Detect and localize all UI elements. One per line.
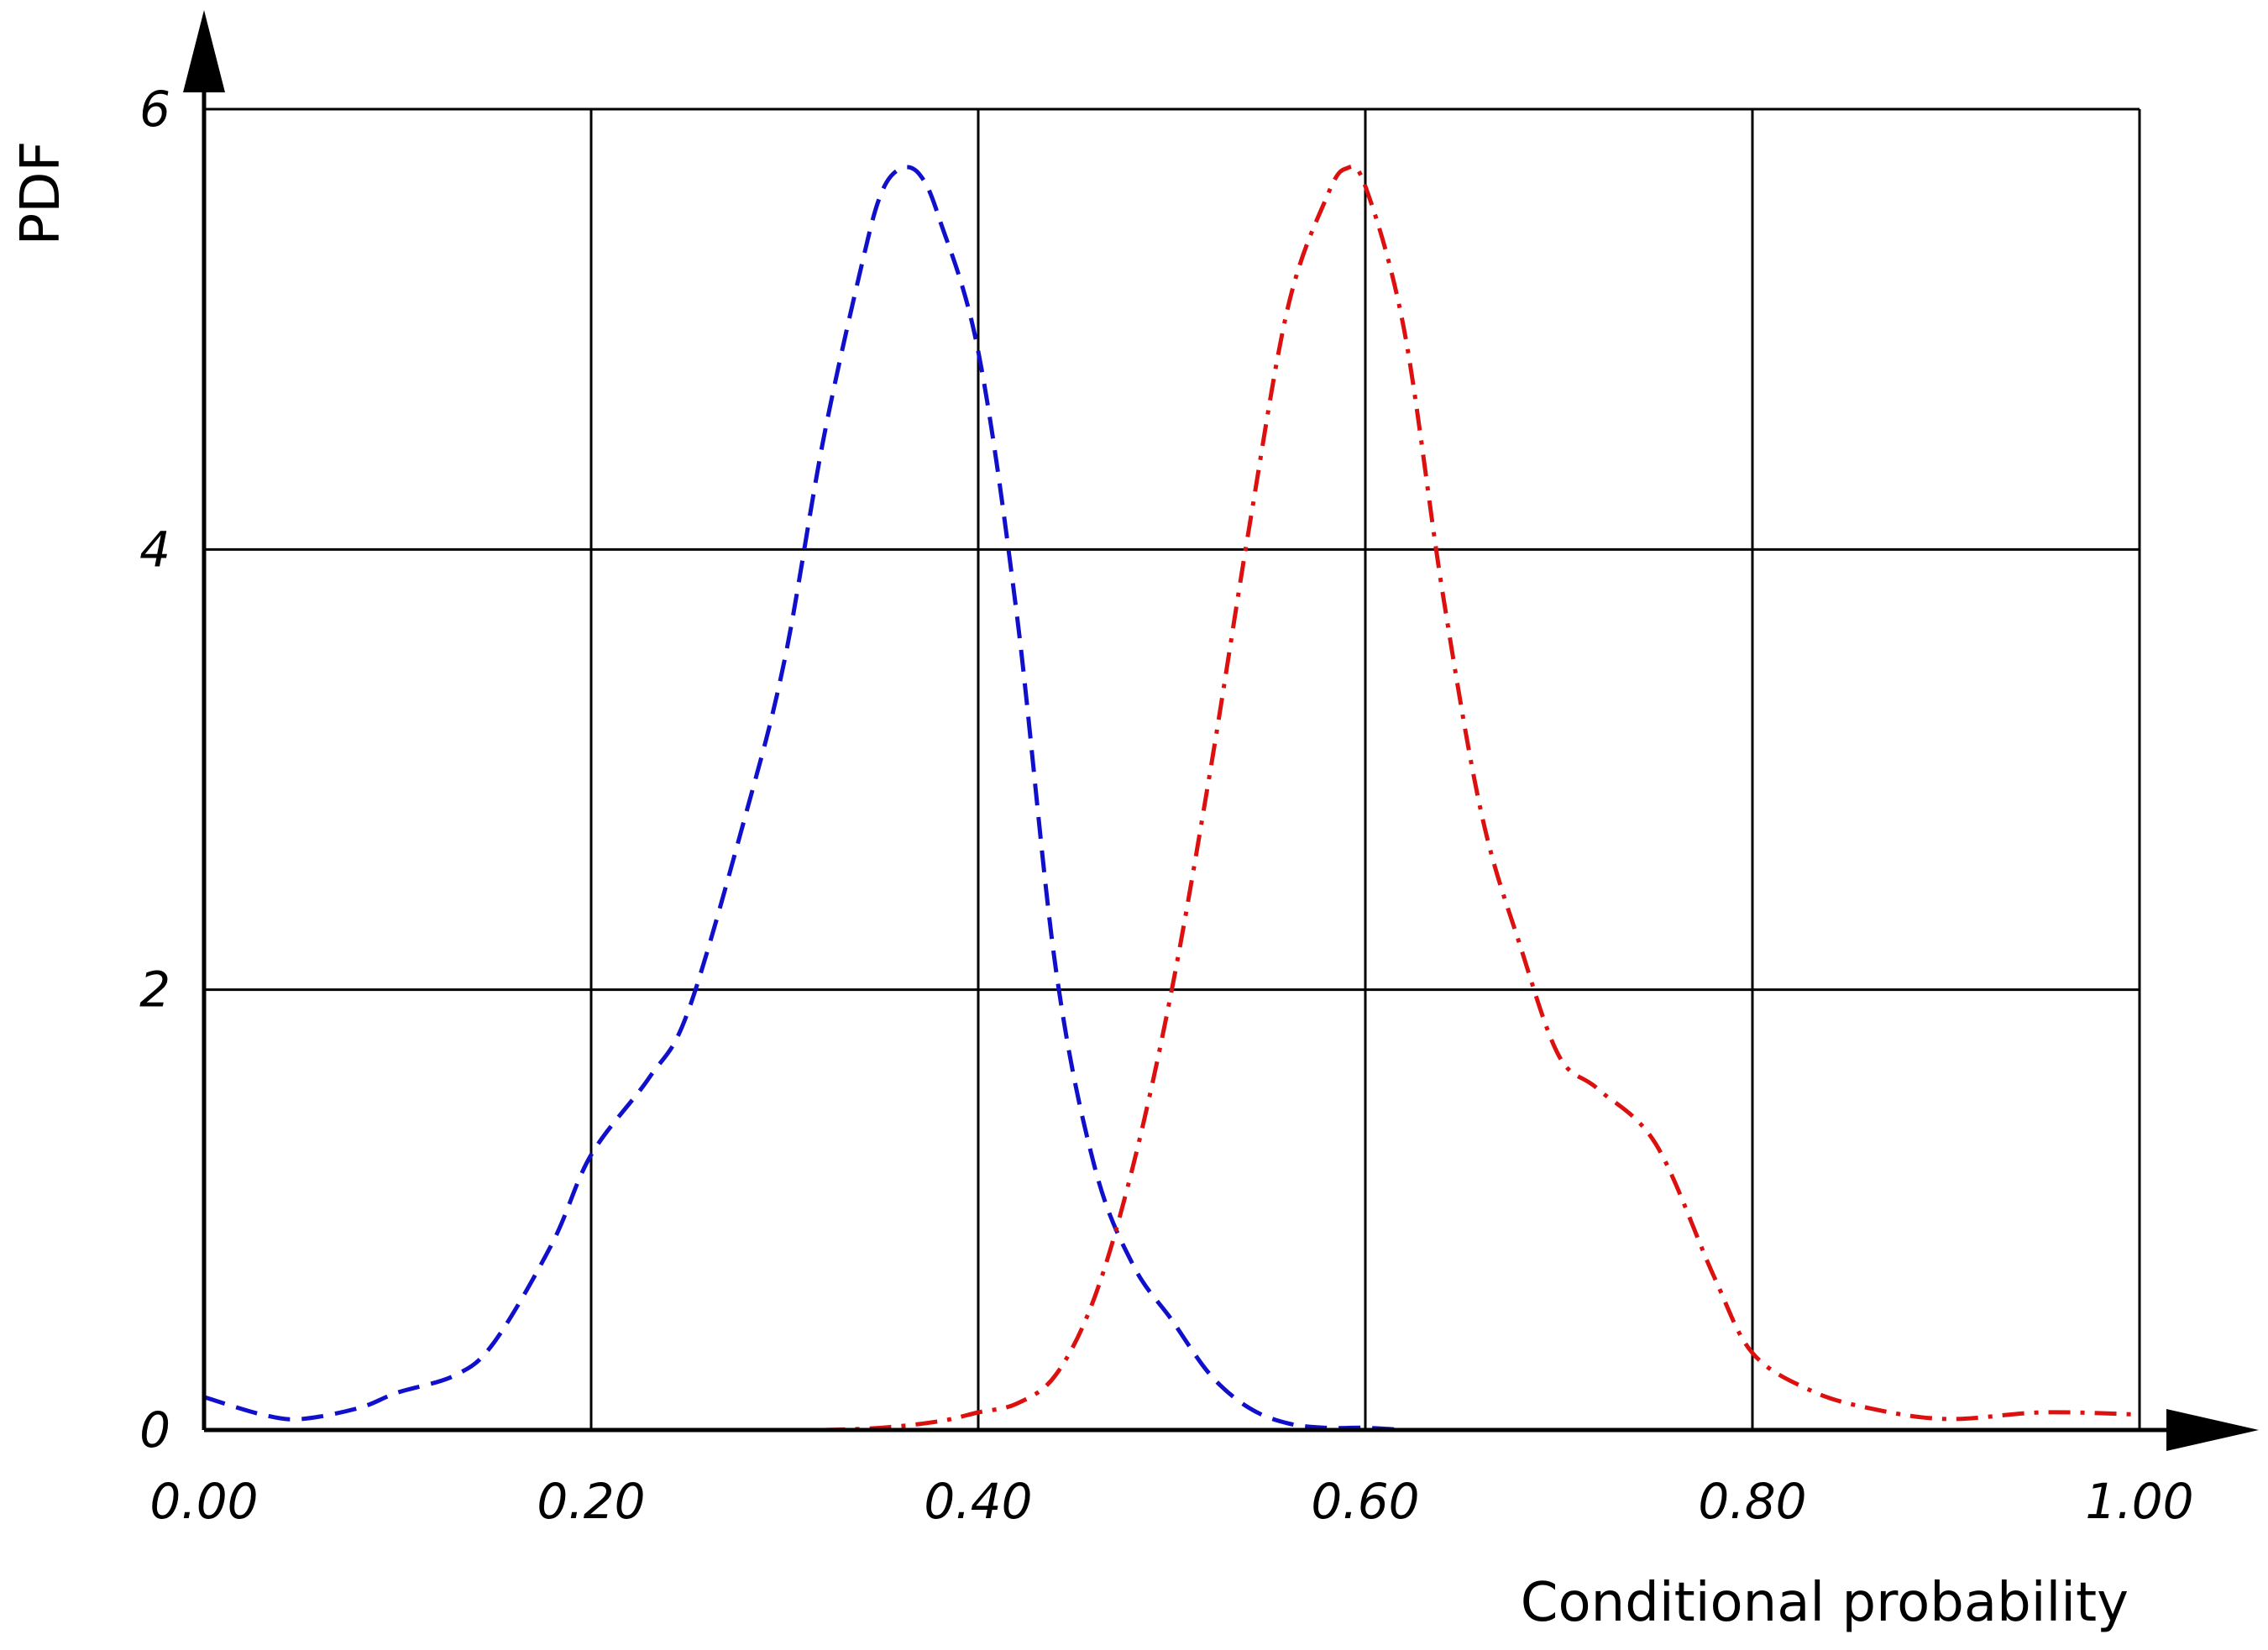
grid [204,107,2141,1430]
y-tick-label: 2 [139,961,170,1019]
x-tick-label: 0.80 [1698,1473,1806,1530]
x-tick-label: 1.00 [2085,1473,2193,1530]
x-tick-label: 0.60 [1311,1473,1419,1530]
x-tick-label: 0.00 [149,1473,258,1530]
series-layer [203,164,2140,1433]
x-tick-label: 0.40 [924,1473,1032,1530]
y-tick-label: 4 [139,521,170,578]
y-axis-arrow-icon [183,10,225,92]
series-line-0 [203,165,1405,1433]
axes [183,10,2259,1451]
y-axis-title: PDF [10,141,72,246]
y-tick-label: 6 [139,81,170,138]
series-line-1 [823,164,2140,1433]
x-axis-arrow-icon [2166,1409,2259,1451]
x-axis-title: Conditional probability [1521,1572,2129,1634]
y-tick-label: 0 [139,1401,170,1459]
tick-labels: 0.00 0.20 0.40 0.60 0.80 1.00 0 2 4 6 [139,81,2193,1530]
x-tick-label: 0.20 [537,1473,645,1530]
